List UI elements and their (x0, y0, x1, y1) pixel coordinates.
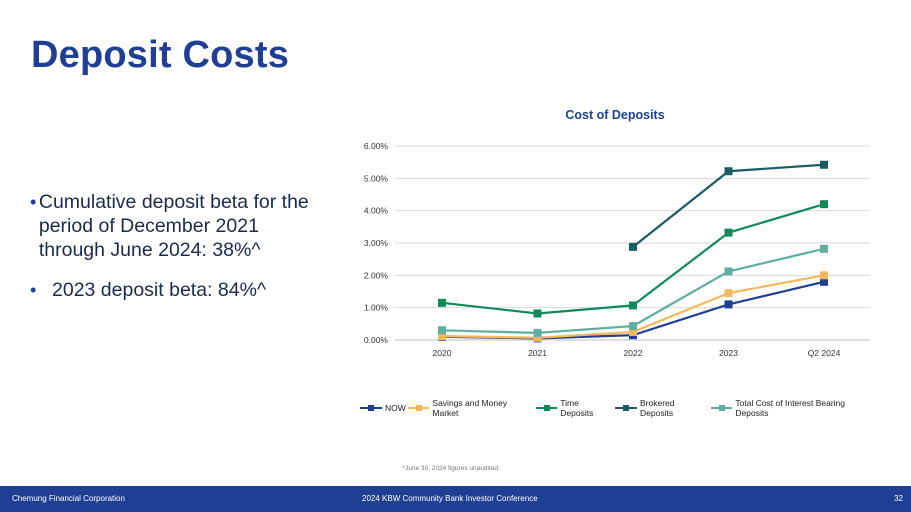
y-tick-label: 3.00% (364, 238, 389, 248)
x-tick-label: 2022 (624, 348, 643, 358)
y-tick-label: 1.00% (364, 303, 389, 313)
legend-swatch-icon (407, 404, 430, 412)
legend-swatch-icon (615, 404, 638, 412)
bullet-text: 2023 deposit beta: 84%^ (52, 279, 267, 301)
legend-item: Savings and Money Market (407, 398, 534, 418)
data-point (724, 228, 733, 237)
y-tick-label: 6.00% (364, 141, 389, 151)
y-tick-label: 5.00% (364, 173, 389, 183)
bullet-item: • 2023 deposit beta: 84%^ (30, 278, 330, 302)
page-title: Deposit Costs (31, 34, 290, 76)
legend-label: Total Cost of Interest Bearing Deposits (735, 398, 845, 418)
legend-label: Savings and Money Market (432, 398, 508, 418)
footer-conference: 2024 KBW Community Bank Investor Confere… (362, 494, 538, 503)
legend-item: Total Cost of Interest Bearing Deposits (710, 398, 878, 418)
data-point (724, 300, 733, 309)
legend-swatch-icon (710, 404, 733, 412)
data-point (438, 298, 446, 307)
page-number: 32 (894, 494, 903, 503)
x-tick-label: Q2 2024 (808, 348, 841, 358)
data-point (724, 167, 733, 176)
data-point (820, 271, 828, 280)
legend-item: Brokered Deposits (615, 398, 708, 418)
chart-legend: NOW Savings and Money Market Time Deposits… (360, 398, 880, 418)
cost-of-deposits-chart: 0.00% 1.00% 2.00% 3.00% 4.00% 5.00% 6.00% 2020 2… (364, 141, 870, 358)
data-point (533, 328, 542, 337)
data-point (820, 200, 828, 209)
footer-bar: Chemung Financial Corporation 2024 KBW C… (0, 486, 911, 512)
series-line (441, 203, 825, 315)
data-point (438, 326, 446, 335)
data-point (724, 267, 733, 276)
bullet-icon: • (30, 192, 37, 212)
data-point (820, 160, 828, 169)
data-point (820, 277, 828, 286)
data-point (724, 289, 733, 298)
x-tick-label: 2020 (433, 348, 452, 358)
chart-title: Cost of Deposits (565, 108, 665, 122)
legend-label: Time Deposits (560, 398, 594, 418)
data-point (629, 327, 637, 336)
data-point (629, 242, 637, 251)
y-tick-label: 4.00% (364, 206, 389, 216)
x-tick-label: 2023 (719, 348, 738, 358)
legend-swatch-icon (360, 404, 382, 412)
footnote: ^June 30, 2024 figures unaudited. (402, 465, 500, 472)
bullet-text: Cumulative deposit beta for the period o… (38, 191, 309, 261)
data-point (438, 332, 446, 341)
legend-item: NOW (360, 403, 406, 413)
footer-company: Chemung Financial Corporation (12, 494, 125, 503)
series-line (441, 247, 825, 334)
data-point (629, 301, 637, 310)
data-point (629, 322, 637, 331)
y-tick-label: 0.00% (364, 335, 389, 345)
bullet-list: • Cumulative deposit beta for the period… (30, 190, 330, 318)
bullet-icon: • (30, 280, 37, 300)
legend-swatch-icon (535, 404, 558, 412)
bullet-item: • Cumulative deposit beta for the period… (30, 190, 330, 262)
x-tick-label: 2021 (528, 348, 547, 358)
legend-item: Time Deposits (535, 398, 614, 418)
legend-label: Brokered Deposits (640, 398, 675, 418)
data-point (820, 244, 828, 253)
data-point (533, 309, 542, 318)
y-tick-label: 2.00% (364, 270, 389, 280)
legend-label: NOW (385, 403, 406, 413)
data-point (533, 333, 542, 342)
